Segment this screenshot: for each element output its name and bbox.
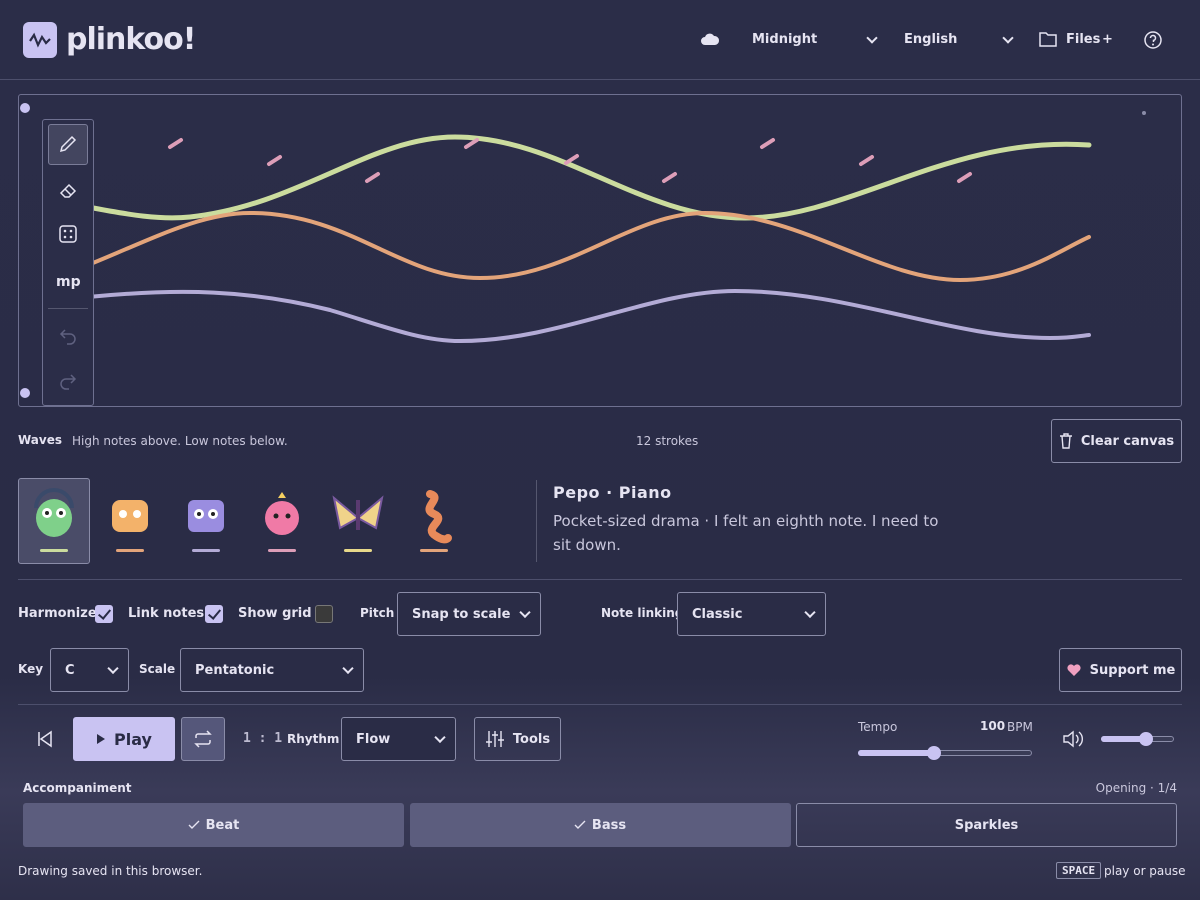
voice-description: Pocket-sized drama · I felt an eighth no… <box>553 512 939 554</box>
support-button[interactable]: Support me <box>1059 648 1182 692</box>
drawing-canvas[interactable] <box>18 94 1182 407</box>
harmonize-label: Harmonize <box>18 606 97 621</box>
help-icon[interactable] <box>1143 30 1163 50</box>
pencil-tool[interactable] <box>48 124 88 165</box>
ratio: 1 : 1 <box>243 731 283 746</box>
tools-label: Tools <box>512 731 551 747</box>
accompaniment-button-label: Beat <box>205 817 240 833</box>
dice-tool[interactable] <box>58 224 78 244</box>
key-hint: play or pause <box>1104 864 1186 878</box>
files-menu[interactable]: Files <box>1066 32 1101 47</box>
tempo-value: 100 <box>980 719 1006 733</box>
volume-slider-fill <box>1101 736 1146 742</box>
accompaniment-button-label: Bass <box>591 817 627 833</box>
show-grid-label: Show grid <box>238 606 312 621</box>
accompaniment-button[interactable]: Bass <box>409 803 791 847</box>
pitch-label: Pitch <box>360 606 395 620</box>
undo-tool[interactable] <box>58 326 78 346</box>
loop-button[interactable] <box>181 717 225 761</box>
divider <box>18 704 1182 705</box>
voice-divider <box>536 480 537 562</box>
pencil-icon <box>59 135 77 153</box>
clear-canvas-label: Clear canvas <box>1080 433 1175 449</box>
rhythm-label: Rhythm <box>287 732 340 746</box>
play-label: Play <box>114 729 152 749</box>
play-button[interactable]: Play <box>73 717 175 761</box>
tempo-label: Tempo <box>858 720 898 734</box>
scale-value: Pentatonic <box>195 662 275 678</box>
canvas-hint: High notes above. Low notes below. <box>72 434 288 448</box>
files-plus: + <box>1102 32 1113 47</box>
link-notes-checkbox[interactable] <box>205 605 223 623</box>
logo-text: plinkoo! <box>66 22 196 57</box>
note-linking-select[interactable]: Classic <box>677 592 826 636</box>
tool-divider <box>48 308 88 309</box>
tempo-slider-thumb[interactable] <box>927 746 941 760</box>
save-status: Drawing saved in this browser. <box>18 864 203 878</box>
logo-icon <box>23 22 57 58</box>
scale-select[interactable]: Pentatonic <box>180 648 364 692</box>
pitch-value: Snap to scale <box>412 606 511 622</box>
note-linking-label: Note linking <box>601 606 684 620</box>
trash-icon <box>1059 433 1072 449</box>
pitch-select[interactable]: Snap to scale <box>397 592 541 636</box>
tempo-unit: BPM <box>1007 720 1033 734</box>
accompaniment-button[interactable]: Sparkles <box>796 803 1177 847</box>
waves <box>20 103 1146 398</box>
accompaniment-button-label: Sparkles <box>954 817 1019 833</box>
clear-canvas-button[interactable]: Clear canvas <box>1051 419 1182 463</box>
show-grid-checkbox[interactable] <box>315 605 333 623</box>
key-select[interactable]: C <box>50 648 129 692</box>
dynamics-tool[interactable]: mp <box>56 274 81 290</box>
redo-tool[interactable] <box>58 371 78 391</box>
accompaniment-button[interactable]: Beat <box>23 803 404 847</box>
chevron <box>866 32 878 44</box>
rhythm-value: Flow <box>356 731 391 747</box>
volume-icon[interactable] <box>1062 729 1084 749</box>
rhythm-select[interactable]: Flow <box>341 717 456 761</box>
theme-select[interactable]: Midnight <box>752 32 818 47</box>
eraser-tool[interactable] <box>58 180 78 200</box>
scale-label: Scale <box>139 662 176 676</box>
tools-button[interactable]: Tools <box>474 717 561 761</box>
divider <box>18 579 1182 580</box>
loop-icon <box>194 730 212 748</box>
heart-icon <box>1067 664 1081 676</box>
check-icon <box>574 820 586 829</box>
volume-slider-thumb[interactable] <box>1139 732 1153 746</box>
check-icon <box>188 820 200 829</box>
link-notes-label: Link notes <box>128 606 205 621</box>
support-label: Support me <box>1089 662 1176 678</box>
play-icon <box>97 734 106 744</box>
tool-panel <box>42 119 94 406</box>
chevron <box>1002 32 1014 44</box>
key-hint-badge: SPACE <box>1056 862 1102 879</box>
folder-icon <box>1039 32 1057 47</box>
stroke-count: 12 strokes <box>636 434 699 448</box>
accompaniment-label: Accompaniment <box>23 781 132 795</box>
key-label: Key <box>18 662 44 676</box>
key-value: C <box>65 662 75 678</box>
harmonize-checkbox[interactable] <box>95 605 113 623</box>
tempo-slider-fill <box>858 750 934 756</box>
note-linking-value: Classic <box>692 606 743 622</box>
section-label: Opening · 1/4 <box>1095 781 1177 795</box>
cloud-icon <box>701 33 720 45</box>
header-divider <box>0 79 1200 80</box>
voice-name: Pepo · Piano <box>553 483 672 502</box>
waves-label: Waves <box>18 433 63 447</box>
voice-characters[interactable] <box>18 478 478 564</box>
skip-back-button[interactable] <box>36 730 54 748</box>
language-select[interactable]: English <box>904 32 958 47</box>
sliders-icon <box>485 731 504 747</box>
